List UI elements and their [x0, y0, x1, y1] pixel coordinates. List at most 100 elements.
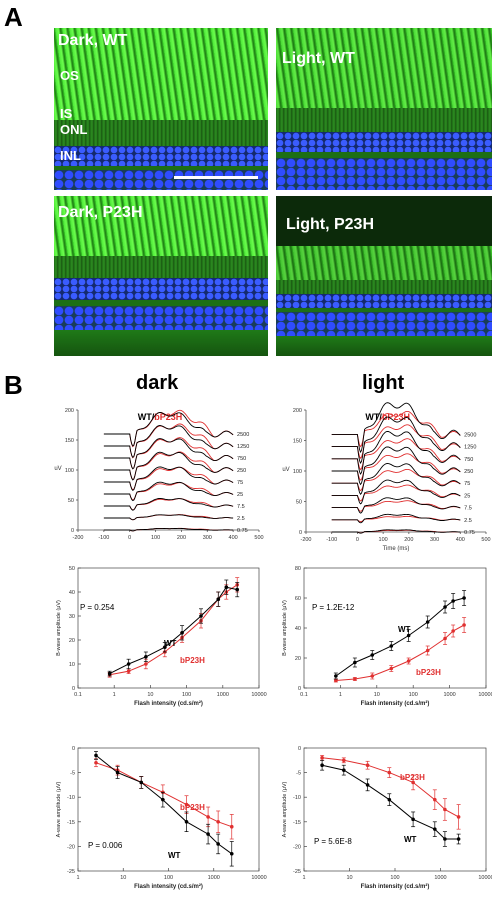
- data-point-wt: [365, 783, 370, 787]
- data-point-bp23h: [433, 797, 437, 802]
- data-point-bp23h: [370, 674, 375, 678]
- layer-label-os: OS: [60, 68, 79, 83]
- x-tick-label: 100: [390, 875, 399, 881]
- fit-line-bp23h: [95, 762, 232, 828]
- p-value-annotation: P = 0.254: [80, 603, 115, 612]
- y-tick-label: -15: [67, 820, 75, 826]
- trace-wt: [103, 438, 234, 470]
- data-point-wt: [387, 797, 392, 802]
- intensity-label: 25: [237, 492, 243, 498]
- intensity-label: 25: [464, 493, 470, 499]
- data-point-bp23h: [334, 678, 338, 683]
- trace-bp23h: [331, 438, 461, 471]
- p-value-annotation: P = 0.006: [88, 841, 123, 850]
- trace-wt: [103, 412, 234, 447]
- intensity-label: 0.75: [464, 530, 475, 536]
- data-point-wt: [406, 633, 411, 638]
- micrograph-dark-p23h: Dark, P23H: [54, 196, 268, 356]
- chart-title: WT/bP23H: [365, 412, 410, 422]
- data-point-wt: [235, 587, 240, 592]
- y-tick-label: -10: [67, 795, 75, 801]
- bwave-dark-chart: 0 10 20 30 40 50 0.1 1 10 100 1000 10000 Flash inten…: [56, 566, 267, 707]
- x-tick-label: -100: [326, 537, 337, 543]
- data-point-bp23h: [184, 802, 189, 807]
- layer-label-onl: ONL: [60, 122, 88, 137]
- micrograph-label: Light, WT: [282, 50, 355, 67]
- y-tick-label: -15: [293, 820, 301, 826]
- y-axis-label: B-wave amplitude (μV): [56, 600, 62, 656]
- trace-bp23h: [103, 498, 234, 511]
- intensity-label: 1250: [464, 445, 476, 451]
- series-label-bp23h: bP23H: [180, 803, 205, 812]
- x-tick-label: 500: [254, 535, 263, 541]
- y-tick-label: 0: [72, 686, 75, 692]
- x-tick-label: 10000: [251, 875, 266, 881]
- x-axis-label: Flash intensity (cd.s/m²): [134, 700, 203, 707]
- trace-bp23h: [103, 466, 234, 491]
- erg-light-chart: 0 50 100 150 200 -200 -100 0 100 200 300 400 500 uV Ti…: [282, 402, 491, 552]
- data-point-wt: [94, 753, 98, 758]
- data-point-wt: [443, 837, 447, 841]
- y-tick-label: -20: [67, 844, 75, 850]
- x-tick-label: 400: [229, 535, 238, 541]
- x-tick-label: 0: [128, 535, 131, 541]
- x-tick-label: 200: [404, 537, 413, 543]
- data-point-wt: [139, 780, 144, 785]
- x-tick-label: 1000: [443, 692, 455, 698]
- x-tick-label: 1000: [217, 692, 229, 698]
- x-tick-label: 500: [481, 537, 490, 543]
- x-tick-label: 100: [379, 537, 388, 543]
- y-tick-label: 40: [69, 590, 75, 596]
- data-point-wt: [389, 644, 394, 648]
- x-tick-label: 300: [430, 537, 439, 543]
- data-point-wt: [115, 770, 120, 775]
- series-label-wt: WT: [404, 835, 417, 844]
- trace-wt: [331, 446, 461, 486]
- chart-title: WT/bP23H: [138, 412, 183, 422]
- trace-bp23h: [331, 500, 461, 512]
- data-point-bp23h: [144, 662, 148, 666]
- y-axis-label: uV: [282, 467, 289, 473]
- y-tick-label: 60: [295, 596, 301, 602]
- data-point-wt: [433, 827, 437, 831]
- trace-wt: [331, 402, 461, 454]
- intensity-label: 750: [237, 456, 246, 462]
- x-tick-label: 10: [346, 875, 352, 881]
- x-tick-label: 10: [147, 692, 153, 698]
- x-tick-label: 0.1: [300, 692, 308, 698]
- data-point-wt: [456, 837, 461, 841]
- trace-bp23h: [331, 410, 461, 448]
- trace-bp23h: [331, 424, 461, 459]
- column-title-dark: dark: [136, 372, 179, 394]
- intensity-label: 2.5: [237, 516, 245, 522]
- micrograph-dark-wt: Dark, WT OS IS ONL INL: [54, 28, 268, 190]
- intensity-label: 2.5: [464, 518, 472, 524]
- y-axis-label: A-wave amplitude (μV): [282, 781, 288, 837]
- awave-light-chart: 0 -5 -10 -15 -20 -251 10 100 1000 10000 Flash inte…: [282, 746, 492, 890]
- trace-wt: [331, 463, 461, 495]
- intensity-label: 1250: [237, 444, 249, 450]
- intensity-label: 750: [464, 457, 473, 463]
- y-tick-label: 0: [298, 746, 301, 752]
- data-point-bp23h: [342, 758, 346, 763]
- y-tick-label: -5: [296, 771, 301, 777]
- trace-wt: [331, 416, 461, 464]
- trace-bp23h: [331, 484, 461, 502]
- trace-wt: [331, 529, 461, 534]
- series-label-wt: WT: [168, 851, 181, 860]
- data-point-bp23h: [94, 760, 98, 765]
- data-point-wt: [216, 597, 221, 601]
- y-tick-label: 150: [293, 439, 302, 445]
- intensity-label: 75: [237, 480, 243, 486]
- x-axis-label: Time (ms): [383, 546, 410, 552]
- data-point-bp23h: [462, 623, 466, 627]
- p-value-annotation: P = 5.6E-8: [314, 837, 352, 846]
- x-tick-label: -200: [72, 535, 83, 541]
- y-axis-label: uV: [54, 466, 61, 472]
- y-tick-label: 40: [295, 626, 301, 632]
- x-tick-label: 1: [339, 692, 342, 698]
- trace-wt: [103, 527, 234, 532]
- layer-label-inl: INL: [60, 148, 81, 163]
- data-point-bp23h: [406, 659, 411, 663]
- data-point-bp23h: [456, 815, 461, 819]
